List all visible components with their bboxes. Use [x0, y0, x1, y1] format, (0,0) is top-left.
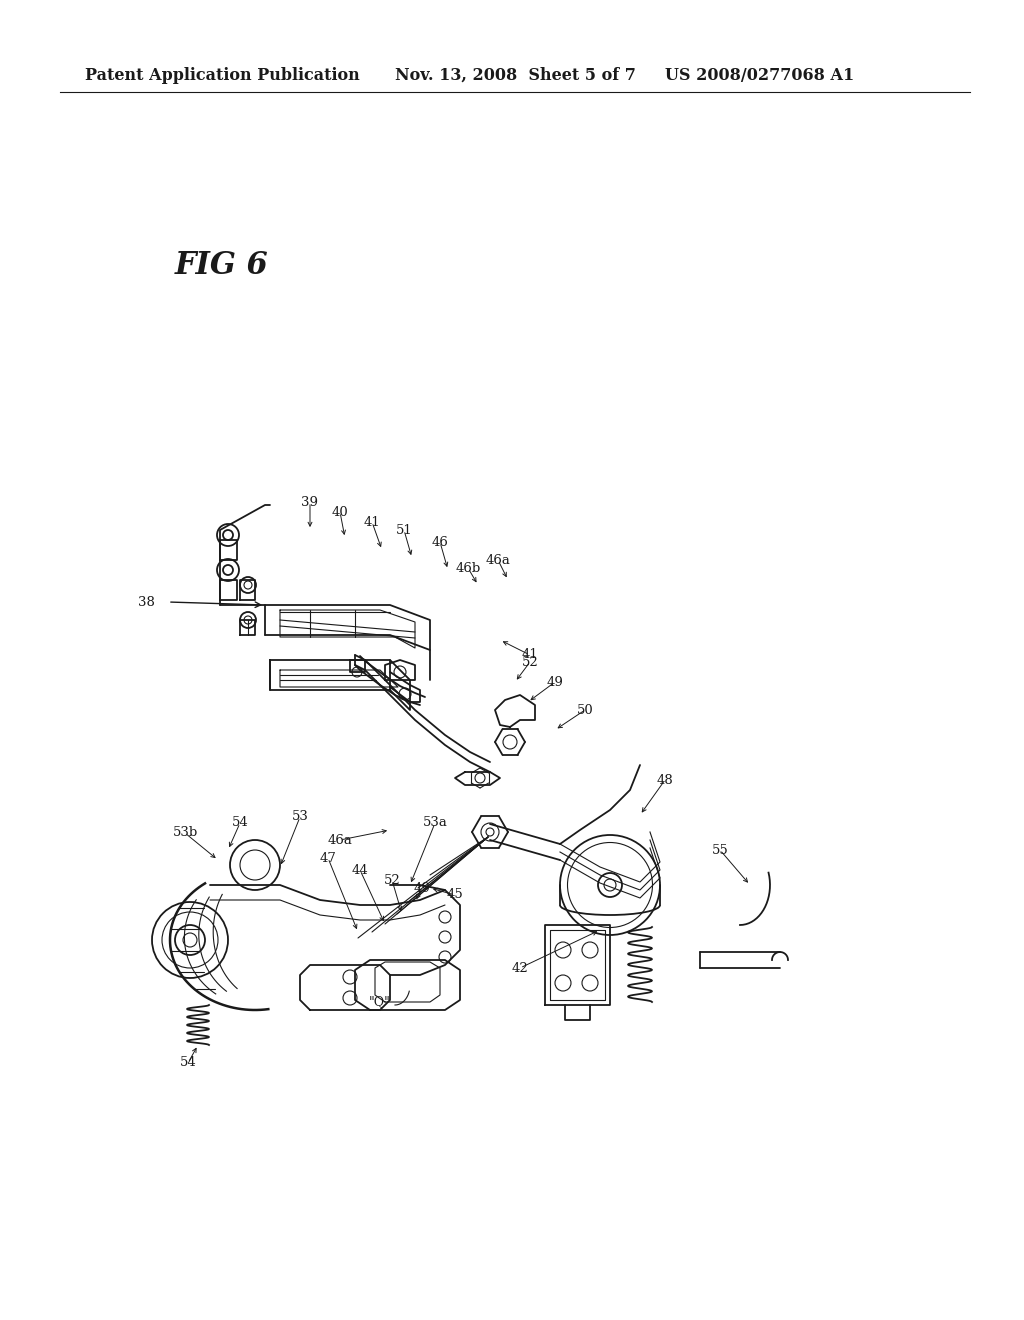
Text: 45: 45: [446, 888, 464, 902]
Text: 41: 41: [521, 648, 539, 661]
Text: 52: 52: [384, 874, 400, 887]
Text: Patent Application Publication: Patent Application Publication: [85, 66, 359, 83]
Text: 46: 46: [431, 536, 449, 549]
Text: "Q": "Q": [369, 995, 391, 1008]
Text: 39: 39: [301, 495, 318, 508]
Text: 48: 48: [656, 774, 674, 787]
Text: 54: 54: [179, 1056, 197, 1069]
Text: 41: 41: [364, 516, 380, 528]
Text: 46a: 46a: [328, 833, 352, 846]
Text: 44: 44: [351, 863, 369, 876]
Text: 52: 52: [521, 656, 539, 668]
Text: Nov. 13, 2008  Sheet 5 of 7: Nov. 13, 2008 Sheet 5 of 7: [395, 66, 636, 83]
Text: 51: 51: [395, 524, 413, 536]
Text: 49: 49: [414, 882, 430, 895]
Text: 53b: 53b: [172, 826, 198, 840]
Text: FIG 6: FIG 6: [175, 249, 268, 281]
Text: 46b: 46b: [456, 561, 480, 574]
Text: 53a: 53a: [423, 817, 447, 829]
Text: US 2008/0277068 A1: US 2008/0277068 A1: [665, 66, 854, 83]
Text: 50: 50: [577, 704, 593, 717]
Text: 47: 47: [319, 851, 337, 865]
Text: 49: 49: [547, 676, 563, 689]
Text: 42: 42: [512, 961, 528, 974]
Text: 54: 54: [231, 817, 249, 829]
Text: 40: 40: [332, 506, 348, 519]
Text: 38: 38: [138, 595, 155, 609]
Text: 53: 53: [292, 810, 308, 824]
Text: 46a: 46a: [485, 553, 510, 566]
Text: 55: 55: [712, 843, 728, 857]
